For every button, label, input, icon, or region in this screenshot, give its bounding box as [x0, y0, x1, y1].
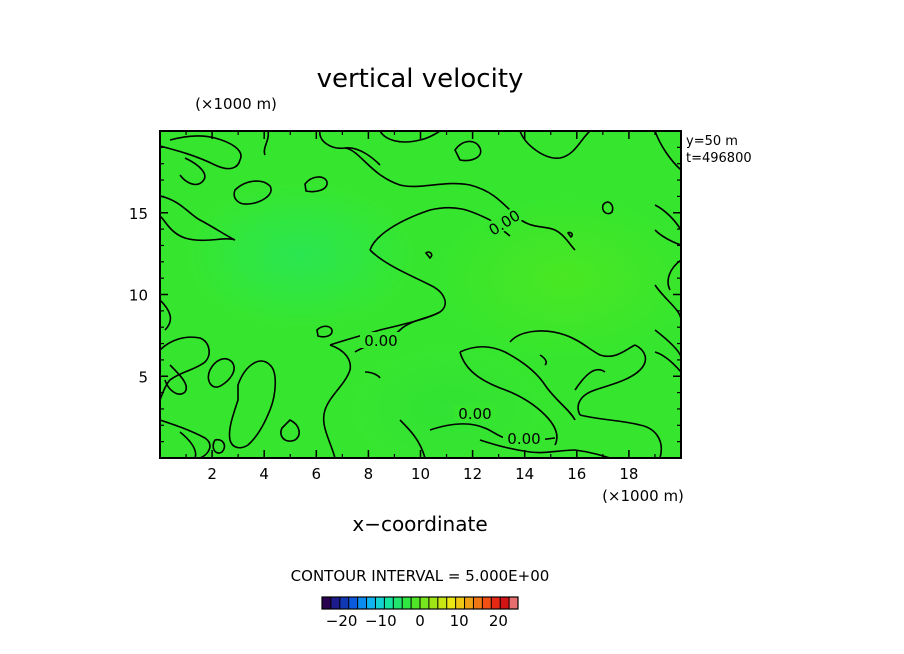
colorbar-tick-label: 0	[415, 612, 425, 630]
colorbar-swatch	[393, 597, 403, 609]
x-tick-label: 14	[515, 465, 534, 483]
colorbar-frame	[321, 596, 519, 610]
contour-interval-text: CONTOUR INTERVAL = 5.000E+00	[291, 567, 550, 585]
x-tick-label: 16	[567, 465, 586, 483]
x-tick-label: 2	[207, 465, 217, 483]
annotation-y-level: y=50 m	[686, 134, 738, 149]
x-tick-label: 18	[619, 465, 638, 483]
colorbar-swatch	[500, 597, 510, 609]
colorbar-swatch	[348, 597, 358, 609]
x-axis-label: x−coordinate	[352, 512, 487, 536]
y-tick-label: 5	[138, 368, 148, 386]
annotation-time: t=496800	[686, 151, 752, 166]
colorbar-swatch	[322, 597, 332, 609]
y-unit-label: (×1000 m)	[195, 95, 277, 113]
chart-title: vertical velocity	[317, 64, 524, 94]
x-tick-label: 6	[312, 465, 322, 483]
contour-label: 0.00	[458, 405, 491, 423]
contour-label: 0.00	[364, 332, 397, 350]
x-tick-label: 10	[411, 465, 430, 483]
y-tick-label: 10	[129, 287, 148, 305]
colorbar-tick-label: −20	[326, 612, 358, 630]
x-tick-label: 8	[364, 465, 374, 483]
contour-lines	[160, 131, 681, 458]
y-axis-ticks: 5 10 15	[129, 146, 681, 443]
colorbar-swatch	[357, 597, 367, 609]
y-tick-label: 15	[129, 205, 148, 223]
colorbar-swatch	[437, 597, 448, 609]
colorbar-tick-label: 20	[489, 612, 508, 630]
colorbar-tick-label: −10	[365, 612, 397, 630]
colorbar-swatch	[375, 597, 385, 609]
x-unit-label: (×1000 m)	[602, 487, 684, 505]
colorbar-swatch	[464, 597, 474, 609]
colorbar-tick-label: 10	[450, 612, 469, 630]
colorbar-swatch	[446, 597, 456, 609]
colorbar-swatch	[509, 597, 519, 609]
colorbar-swatch	[339, 597, 350, 609]
heatmap-field: 0.00 0.00 0.00 0.00	[160, 131, 681, 458]
colorbar-swatch	[402, 597, 412, 609]
x-tick-label: 4	[259, 465, 269, 483]
colorbar-swatch	[411, 597, 421, 609]
colorbar-swatch	[420, 597, 430, 609]
colorbar-swatch	[366, 597, 376, 609]
colorbar-swatch	[330, 597, 341, 609]
colorbar-swatch	[384, 597, 394, 609]
contour-label: 0.00	[507, 430, 540, 448]
colorbar-swatch	[473, 597, 483, 609]
colorbar-swatch	[482, 597, 492, 609]
colorbar-swatch	[491, 597, 501, 609]
colorbar-tick-labels: −20 −10 0 10 20	[326, 612, 508, 630]
colorbar-swatch	[455, 597, 465, 609]
colorbar-swatch	[428, 597, 439, 609]
x-axis-ticks: 2 4 6 8 10 12 14 16 18	[185, 131, 656, 483]
colorbar	[321, 596, 519, 610]
x-tick-label: 12	[463, 465, 482, 483]
